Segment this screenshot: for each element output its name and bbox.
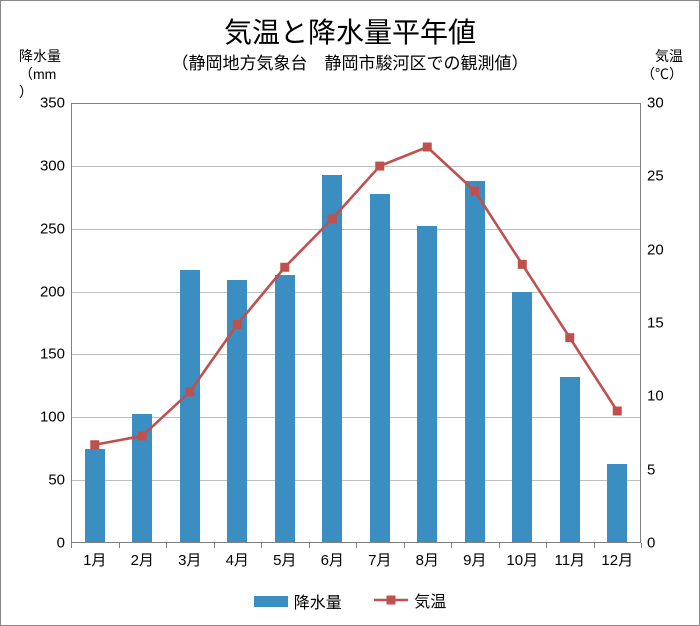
y-left-tick: 200 [40,283,65,300]
x-label: 6月 [321,549,344,570]
y-right-tick: 0 [647,535,655,552]
chart-container: 気温と降水量平年値 （静岡地方気象台 静岡市駿河区での観測値） 降水量（mm） … [0,0,700,626]
x-label: 12月 [601,549,633,570]
y-left-tick: 250 [40,220,65,237]
x-label: 2月 [131,549,154,570]
y-right-tick: 25 [647,168,664,185]
y-right-tick: 15 [647,315,664,332]
y-right-tick: 10 [647,388,664,405]
legend-precip-label: 降水量 [294,589,342,613]
x-label: 11月 [554,549,585,570]
x-label: 3月 [178,549,201,570]
y-right-tick: 30 [647,95,664,112]
legend-precip: 降水量 [254,589,342,613]
x-label: 10月 [506,549,538,570]
y-right-tick: 5 [647,461,655,478]
legend-temp-label: 気温 [414,588,446,612]
plot-area: 050100150200250300350 051015202530 1月2月3… [71,103,641,543]
x-label: 8月 [416,549,439,570]
y-left-tick: 0 [57,535,65,552]
y-left-tick: 300 [40,157,65,174]
y-left-tick: 150 [40,346,65,363]
plot-border [71,103,641,543]
legend-temp-swatch [374,593,408,607]
x-label: 7月 [368,549,391,570]
legend-temp: 気温 [374,588,446,612]
y-right-tick: 20 [647,241,664,258]
y-left-tick: 50 [48,472,65,489]
y-left-tick: 100 [40,409,65,426]
x-label: 1月 [83,549,106,570]
x-label: 9月 [463,549,486,570]
chart-title: 気温と降水量平年値 [1,11,699,51]
y-left-axis-label: 降水量（mm） [19,47,61,102]
legend: 降水量 気温 [1,588,699,614]
x-label: 5月 [273,549,296,570]
y-right-axis-label: 気温（℃） [641,47,683,83]
chart-subtitle: （静岡地方気象台 静岡市駿河区での観測値） [1,49,699,74]
x-label: 4月 [226,549,249,570]
y-left-tick: 350 [40,95,65,112]
legend-precip-swatch [254,596,288,607]
